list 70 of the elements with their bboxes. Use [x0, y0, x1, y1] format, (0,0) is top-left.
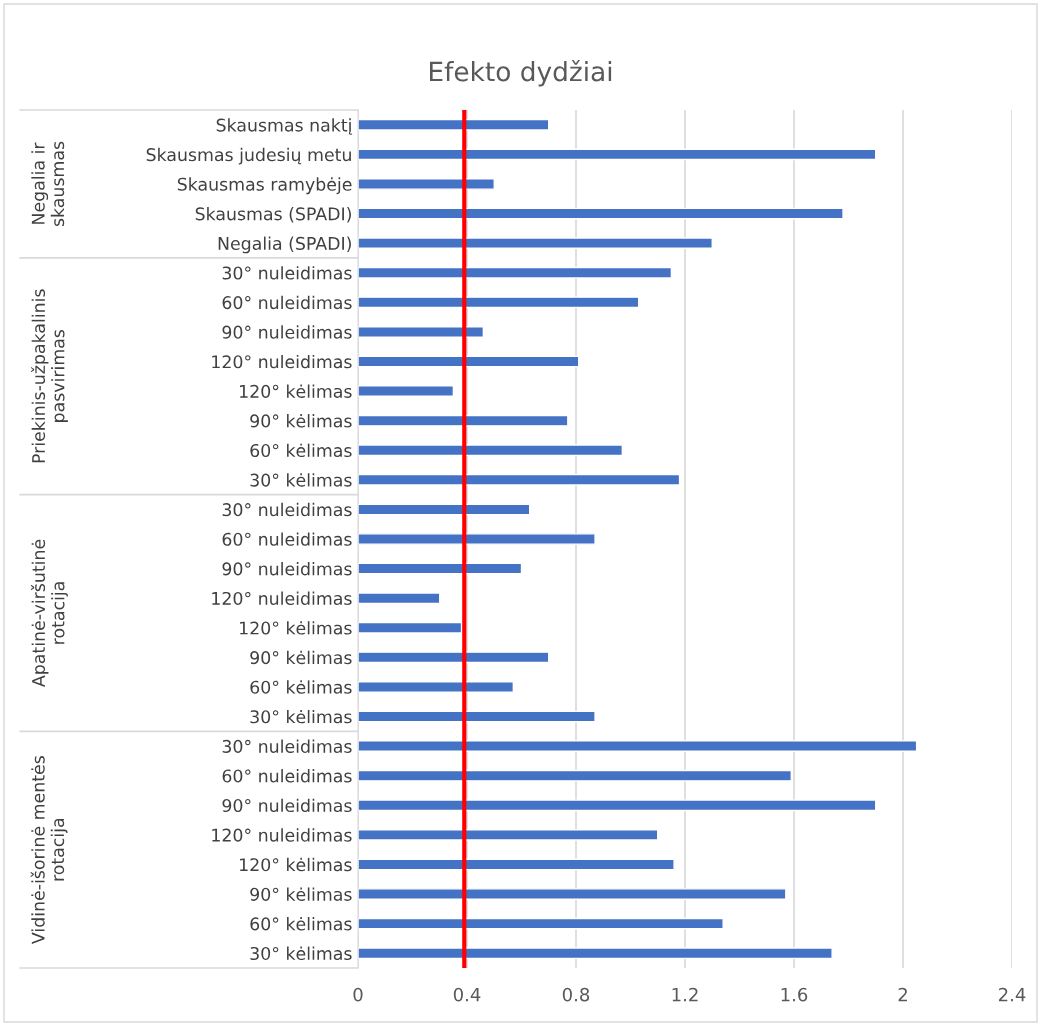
- bar: [358, 118, 550, 131]
- y-tick-label: 120° kėlimas: [240, 621, 352, 635]
- y-tick-label: 60° nuleidimas: [222, 295, 352, 310]
- bar: [358, 828, 659, 841]
- bar: [358, 740, 918, 752]
- x-tick-label: 0.8: [562, 987, 590, 1002]
- x-tick-label: 1.2: [672, 987, 698, 1002]
- bar: [358, 414, 569, 427]
- bar: [358, 296, 640, 309]
- bar: [358, 651, 550, 664]
- bar: [358, 917, 724, 930]
- bar: [358, 592, 441, 605]
- y-tick-label: 60° nuleidimas: [222, 532, 352, 546]
- x-tick-label: 0: [353, 987, 363, 1002]
- bar: [358, 473, 681, 486]
- y-tick-label: 60° nuleidimas: [222, 769, 352, 783]
- y-tick-label: Skausmas ramybėje: [177, 177, 352, 195]
- bar: [358, 355, 580, 368]
- bar: [358, 858, 675, 871]
- y-tick-label: 30° nuleidimas: [222, 266, 352, 280]
- y-tick-label: Skausmas judesių metu: [146, 147, 351, 165]
- y-tick-label: Skausmas (SPADI): [195, 206, 351, 223]
- x-tick-label: 0.4: [453, 987, 481, 1002]
- y-tick-label: 60° kėlimas: [250, 443, 352, 458]
- bar: [358, 266, 673, 279]
- chart-title: Efekto dydžiai: [430, 60, 612, 87]
- y-tick-label: 90° nuleidimas: [222, 325, 352, 339]
- bar: [358, 207, 844, 220]
- bar: [358, 178, 495, 190]
- bar: [358, 562, 523, 575]
- bar: [358, 326, 485, 338]
- bar: [358, 710, 596, 723]
- y-tick-label: 30° nuleidimas: [222, 739, 352, 753]
- y-tick-label: 30° nuleidimas: [222, 502, 352, 517]
- bar: [358, 237, 713, 250]
- x-tick-label: 2.4: [998, 987, 1026, 1002]
- y-tick-label: 90° kėlimas: [250, 414, 352, 428]
- y-tick-label: Negalia (SPADI): [218, 236, 351, 254]
- y-tick-label: 30° kėlimas: [250, 946, 352, 961]
- bar: [358, 681, 515, 693]
- bar: [358, 888, 787, 900]
- y-tick-label: 30° kėlimas: [250, 473, 352, 487]
- y-tick-label: 60° kėlimas: [250, 917, 352, 931]
- y-tick-label: 120° nuleidimas: [212, 591, 352, 606]
- y-tick-label: Skausmas naktį: [216, 118, 353, 135]
- y-tick-label: 120° nuleidimas: [212, 354, 352, 369]
- text: Negalia ir skausmas: [31, 141, 65, 227]
- y-tick-label: 90° kėlimas: [250, 650, 352, 665]
- y-tick-label: 90° nuleidimas: [222, 798, 352, 813]
- bar: [358, 947, 833, 960]
- y-tick-label: 90° nuleidimas: [222, 561, 352, 576]
- y-tick-label: 120° kėlimas: [240, 857, 352, 872]
- x-tick-label: 1.6: [781, 987, 808, 1002]
- bar: [358, 799, 877, 812]
- y-tick-label: 120° nuleidimas: [212, 828, 352, 842]
- bar: [358, 385, 455, 397]
- text: Apatinė-viršutinė rotacija: [30, 539, 68, 687]
- bar: [358, 533, 596, 545]
- x-tick-label: 2: [898, 987, 907, 1002]
- bar: [358, 503, 531, 516]
- bar: [358, 769, 792, 782]
- bar: [358, 621, 463, 634]
- text: Priekinis-užpakalinis pasvirimas: [30, 289, 68, 463]
- text: Vidinė-išorinė mentės rotacija: [30, 756, 68, 944]
- y-tick-label: 90° kėlimas: [250, 887, 352, 901]
- bar: [358, 444, 624, 457]
- y-tick-label: 60° kėlimas: [250, 680, 352, 694]
- y-tick-label: 120° kėlimas: [240, 384, 352, 398]
- bar: [358, 148, 877, 161]
- y-tick-label: 30° kėlimas: [250, 709, 352, 724]
